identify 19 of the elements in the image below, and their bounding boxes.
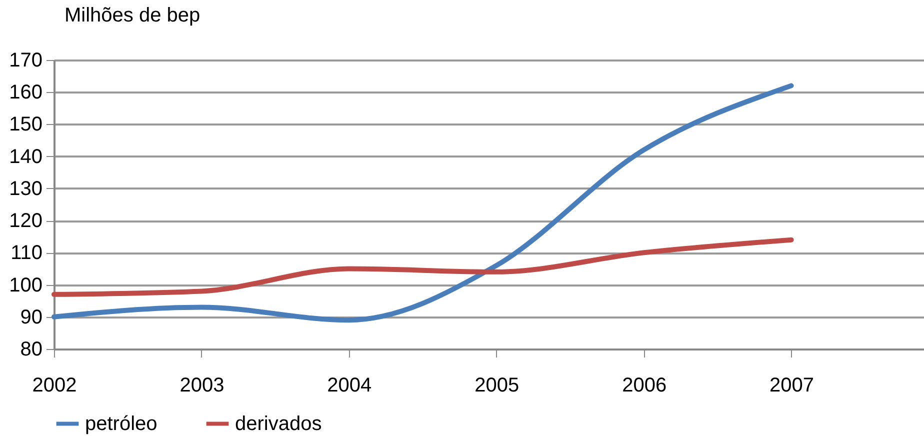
- y-tick-label: 140: [9, 146, 42, 168]
- y-tick-label: 110: [10, 242, 42, 264]
- x-tick-label: 2006: [622, 374, 667, 396]
- y-tick-label: 90: [20, 306, 42, 328]
- x-tick-label: 2007: [770, 374, 814, 396]
- y-tick-label: 150: [9, 114, 42, 136]
- x-tick-label: 2002: [32, 374, 77, 396]
- x-tick-label: 2003: [180, 374, 224, 396]
- y-tick-label: 80: [20, 338, 42, 360]
- y-tick-label: 120: [9, 210, 42, 232]
- y-tick-label: 100: [9, 274, 42, 296]
- y-axis-title: Milhões de bep: [64, 4, 200, 26]
- y-tick-label: 160: [9, 82, 42, 104]
- legend-label: petróleo: [85, 412, 158, 435]
- y-tick-label: 130: [9, 178, 42, 200]
- y-tick-label: 170: [9, 50, 42, 72]
- legend-label: derivados: [235, 412, 322, 435]
- x-tick-label: 2004: [327, 374, 372, 396]
- x-tick-label: 2005: [474, 374, 520, 396]
